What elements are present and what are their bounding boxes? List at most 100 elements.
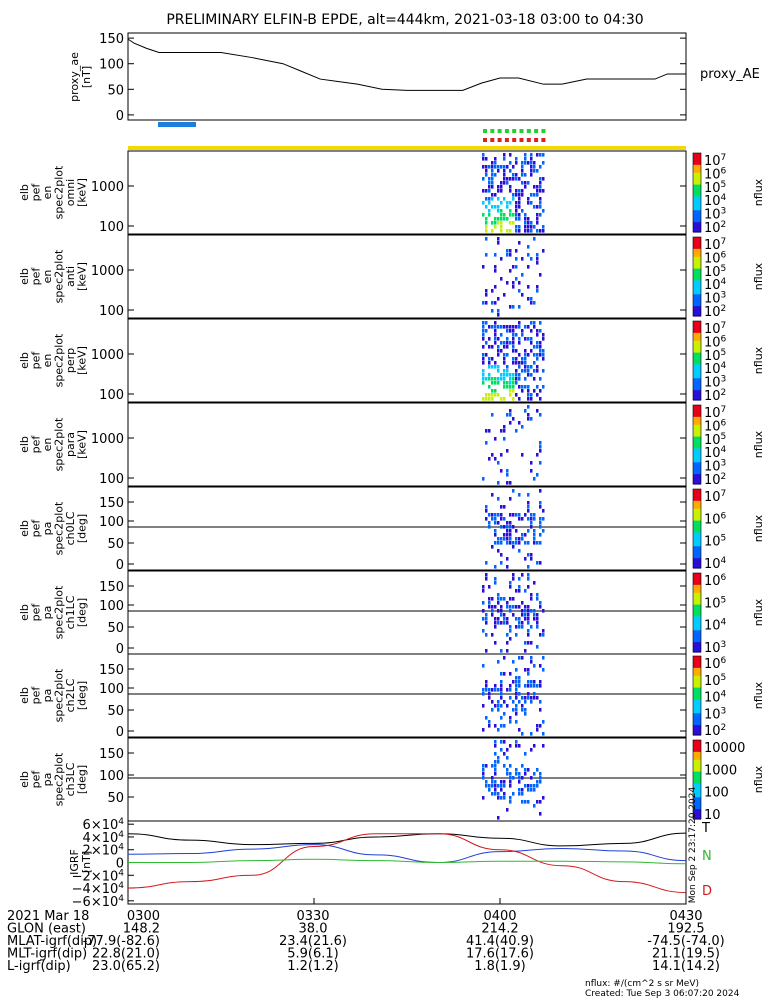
colorbar-segment (693, 550, 701, 553)
spec-cell (497, 760, 500, 764)
spec-cell (521, 169, 524, 173)
spec-cell (530, 225, 533, 229)
colorbar-segment (693, 478, 701, 481)
spec-cell (494, 457, 497, 461)
spectrogram-cells-spec-perp (482, 321, 545, 401)
colorbar-pa-ch0LC (693, 489, 701, 569)
spec-cell (539, 341, 542, 345)
spec-cell (509, 688, 512, 692)
spec-cell (509, 581, 512, 585)
spec-cell (494, 377, 497, 381)
colorbar-segment (693, 703, 701, 706)
spec-cell (506, 756, 509, 760)
spec-cell (515, 740, 518, 744)
spec-cell (515, 349, 518, 353)
spec-cell (533, 537, 536, 541)
spec-cell (524, 365, 527, 369)
colorbar-segment (693, 314, 701, 317)
spec-cell (509, 696, 512, 700)
spec-cell (494, 744, 497, 748)
spec-cell (515, 381, 518, 385)
spec-cell (506, 617, 509, 621)
colorbar-segment (693, 594, 701, 598)
spec-cell (527, 217, 530, 221)
spec-cell (485, 517, 488, 521)
spec-cell (482, 333, 485, 337)
spec-cell (521, 165, 524, 169)
colorbar-segment (693, 689, 701, 693)
colorbar-segment (693, 458, 701, 461)
colorbar-segment (693, 246, 701, 250)
spec-cell (539, 377, 542, 381)
colorbar-segment (693, 681, 701, 685)
spec-cell (509, 201, 512, 205)
spec-cell (509, 305, 512, 309)
spec-cell (488, 181, 491, 185)
spec-cell (524, 357, 527, 361)
panel-ytick-label: 50 (107, 537, 124, 552)
colorbar-segment (693, 330, 701, 334)
spec-cell (506, 605, 509, 609)
spec-cell (485, 397, 488, 401)
spec-cell (539, 197, 542, 201)
spec-cell (509, 744, 512, 748)
spec-cell (482, 688, 485, 692)
spec-cell (491, 413, 494, 417)
spec-cell (530, 161, 533, 165)
ae-ytick-label: 50 (107, 83, 124, 98)
spec-cell (491, 613, 494, 617)
spec-cell (506, 329, 509, 333)
spec-cell (485, 221, 488, 225)
spec-cell (530, 373, 533, 377)
colorbar-segment (693, 438, 701, 442)
spec-cell (524, 696, 527, 700)
spec-cell (494, 329, 497, 333)
spec-cell (494, 760, 497, 764)
spec-cell (518, 305, 521, 309)
colorbar-segment (693, 244, 701, 248)
spec-cell (515, 772, 518, 776)
panel-ylabel-part: elb (18, 687, 31, 704)
colorbar-segment (693, 466, 701, 469)
colorbar-segment (693, 707, 701, 710)
colorbar-segment (693, 490, 701, 494)
spec-cell (518, 373, 521, 377)
spec-cell (506, 469, 509, 473)
footer-value: 0300 (127, 909, 160, 924)
spec-cell (533, 225, 536, 229)
spec-cell (497, 205, 500, 209)
spec-cell (485, 561, 488, 565)
colorbar-segment (693, 496, 701, 500)
colorbar-segment (693, 178, 701, 182)
spec-cell (512, 545, 515, 549)
colorbar-segment (693, 326, 701, 330)
igrf-series-T (127, 832, 687, 847)
panel-ylabel-part: en (41, 438, 54, 452)
spec-cell (482, 381, 485, 385)
igrf-yunit: [nT] (80, 851, 93, 873)
spec-cell (482, 692, 485, 696)
spec-cell (536, 229, 539, 233)
igrf-ytick-label: 0 (116, 857, 124, 872)
spec-cell (506, 641, 509, 645)
panel-frame-spec-perp (127, 318, 687, 403)
spec-cell (488, 373, 491, 377)
spec-cell (512, 389, 515, 393)
ae-ytick-label: 150 (99, 32, 124, 47)
colorbar-tick-label: 104 (704, 445, 727, 461)
spec-cell (491, 513, 494, 517)
colorbar-segment (693, 390, 701, 393)
spec-cell (518, 788, 521, 792)
spec-cell (503, 784, 506, 788)
spec-cell (485, 688, 488, 692)
footer-value: 1.2(1.2) (287, 959, 339, 974)
spec-cell (494, 688, 497, 692)
spec-cell (518, 680, 521, 684)
colorbar-segment (693, 510, 701, 514)
spec-cell (485, 293, 488, 297)
spec-cell (530, 329, 533, 333)
colorbar-segment (693, 638, 701, 641)
spec-cell (518, 517, 521, 521)
spec-cell (509, 373, 512, 377)
